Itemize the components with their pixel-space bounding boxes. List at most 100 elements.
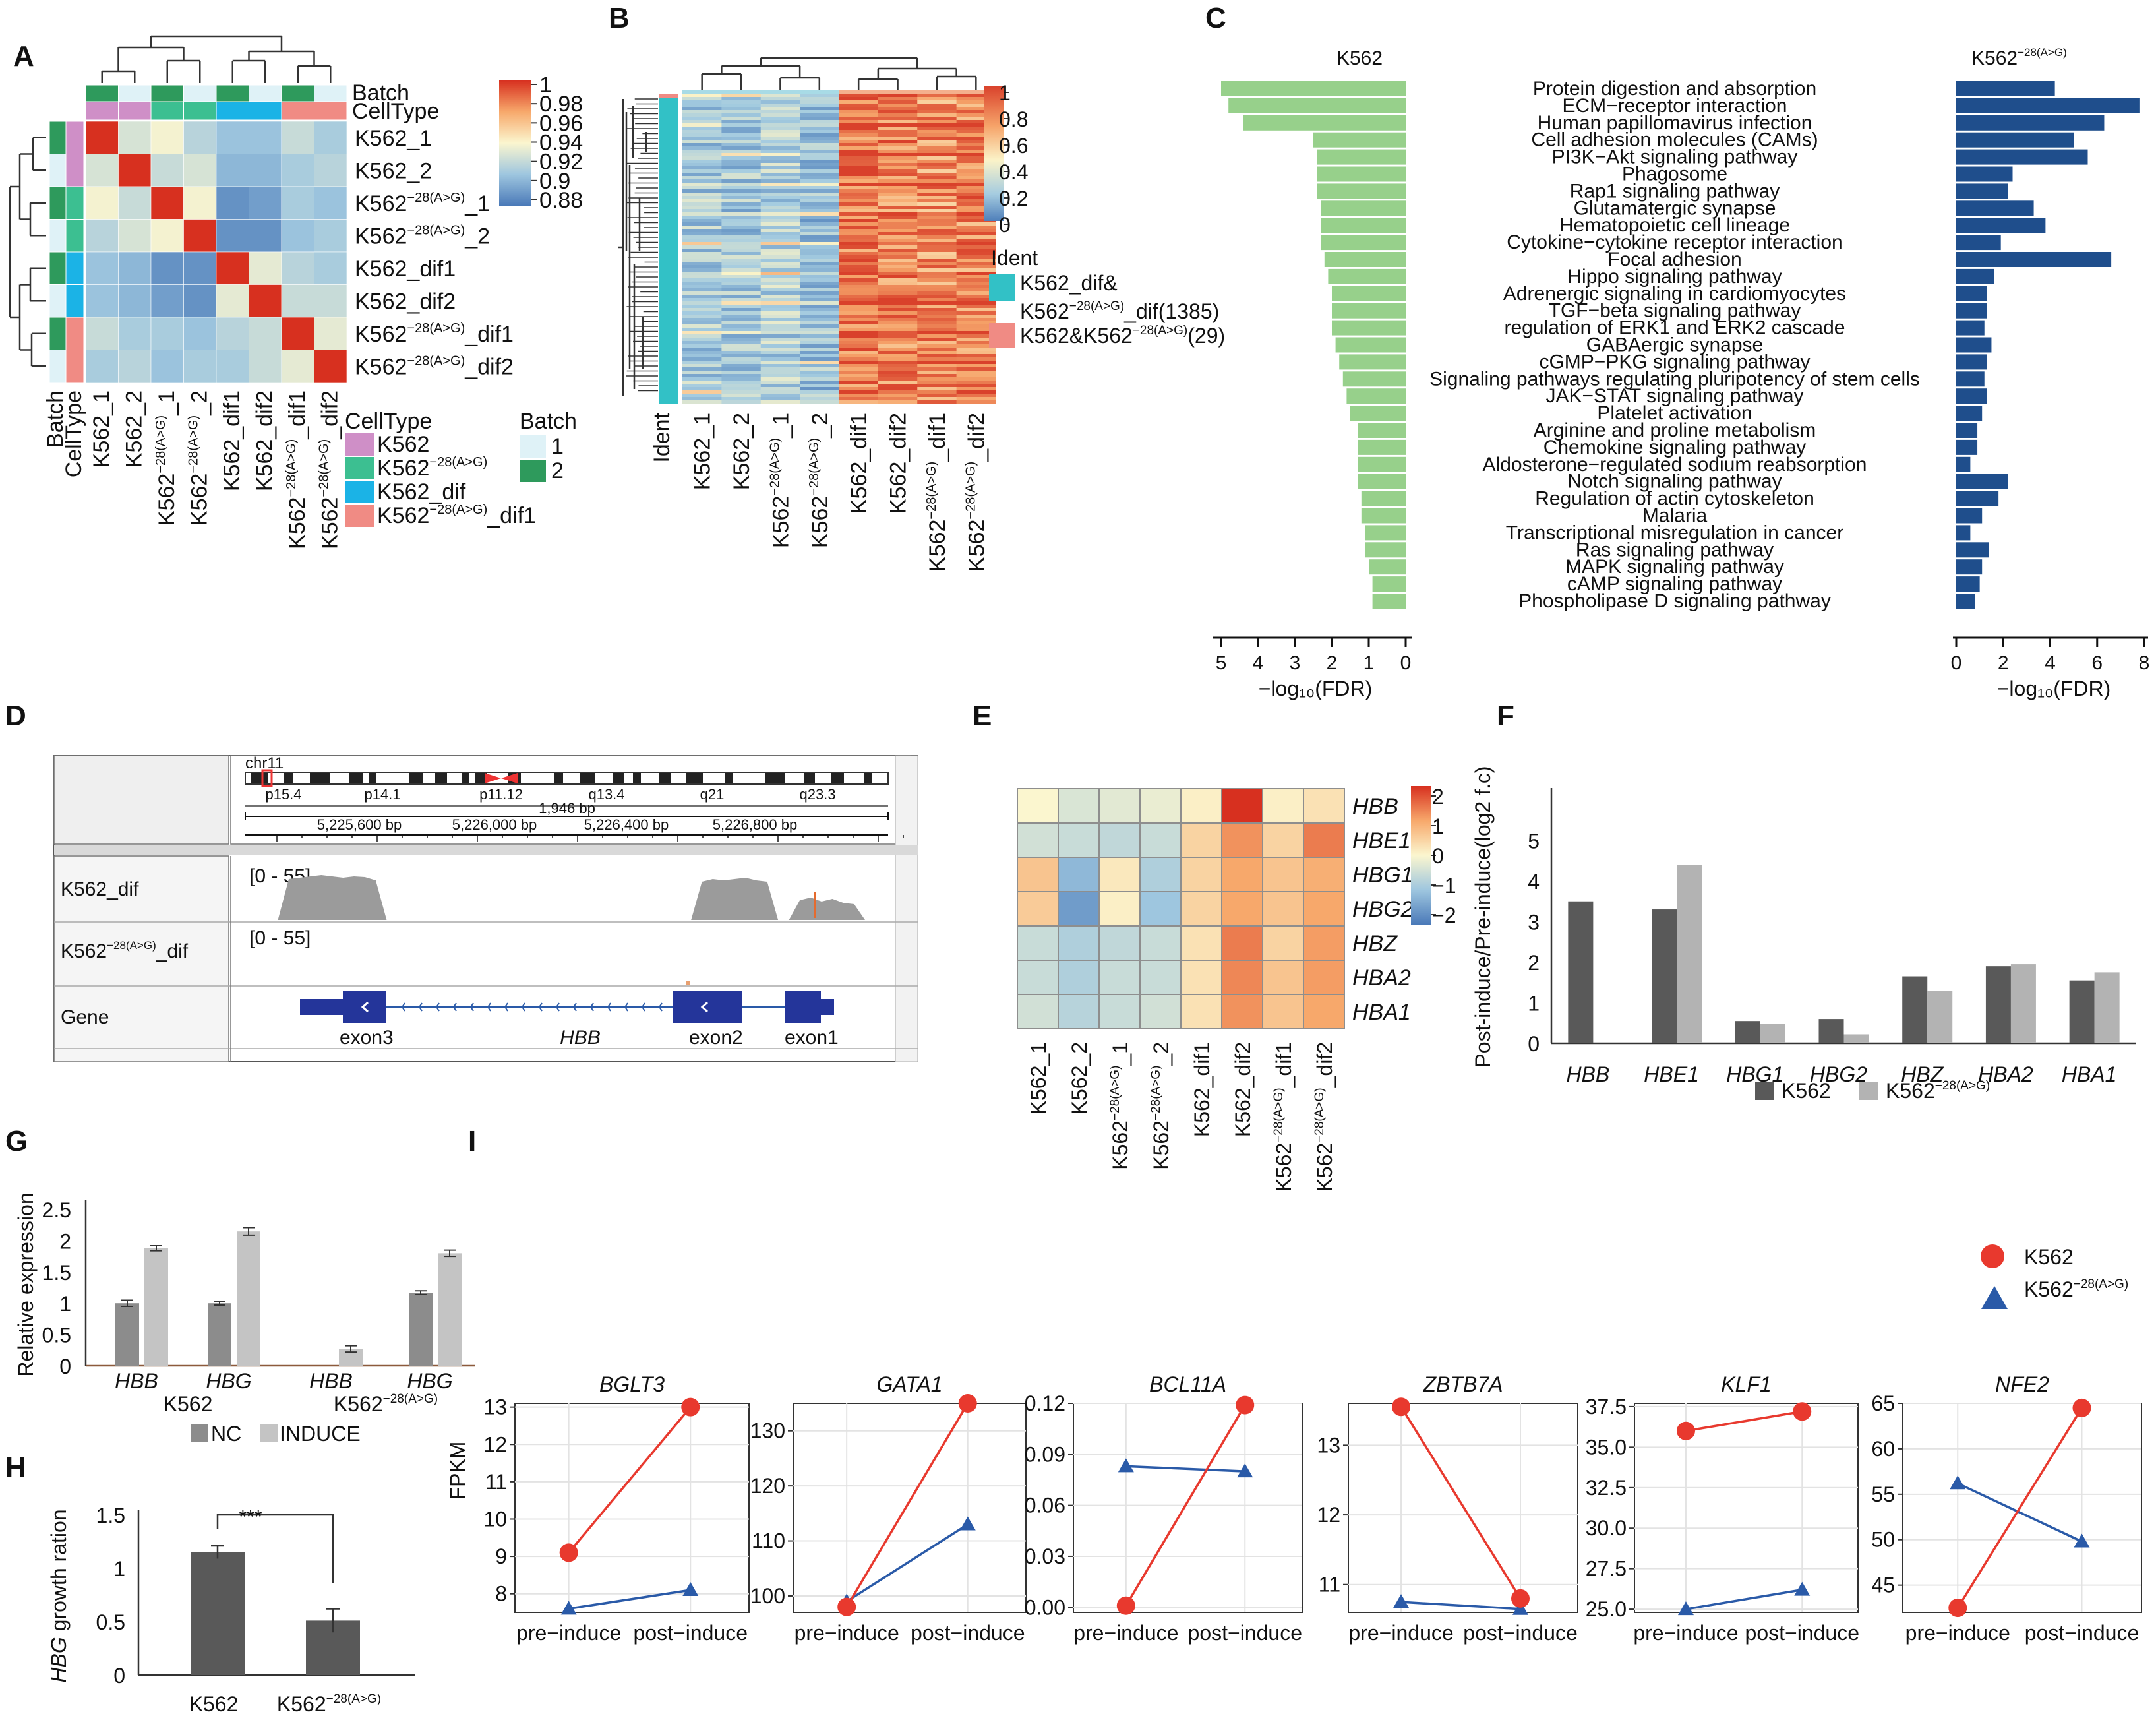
heatmap-cell bbox=[1262, 822, 1304, 858]
heatmap-cell bbox=[956, 140, 996, 144]
heatmap-cell bbox=[839, 255, 879, 259]
bar-k562 bbox=[1328, 268, 1406, 284]
heatmap-cell bbox=[721, 143, 762, 147]
batch-annotation-cell bbox=[49, 186, 67, 220]
heatmap-cell bbox=[917, 150, 957, 154]
heatmap-cell bbox=[839, 282, 879, 286]
heatmap-cell bbox=[800, 150, 840, 154]
y-tick-label: 0 bbox=[59, 1355, 71, 1378]
heatmap-cell bbox=[800, 384, 840, 388]
heatmap-cell bbox=[1058, 857, 1100, 892]
line-mutant bbox=[1125, 1465, 1245, 1473]
heatmap-cell bbox=[839, 318, 879, 322]
heatmap-cell bbox=[760, 153, 800, 157]
annotation-label-batch-bottom: Batch bbox=[43, 390, 68, 448]
correlation-cell bbox=[216, 121, 249, 154]
heatmap-cell bbox=[917, 268, 957, 272]
column-label: K562_2 bbox=[729, 413, 754, 490]
strand-arrow bbox=[538, 1002, 543, 1012]
heatmap-cell bbox=[878, 288, 918, 292]
ideogram-band bbox=[462, 773, 469, 783]
y-tick-label: 35.0 bbox=[1586, 1435, 1627, 1459]
bar-k562-mutant bbox=[1956, 218, 2046, 233]
strand-arrow bbox=[504, 1002, 508, 1012]
bar-k562 bbox=[1324, 252, 1406, 267]
column-label: K562_dif1 bbox=[220, 390, 245, 491]
column-label: K562−28(A>G)_dif2 bbox=[316, 390, 342, 549]
heatmap-cell bbox=[721, 196, 762, 200]
line-k562 bbox=[568, 1406, 692, 1554]
heatmap-cell bbox=[917, 143, 957, 147]
correlation-cell bbox=[216, 154, 249, 187]
bar-k562-mutant bbox=[1956, 508, 1983, 524]
heatmap-cell bbox=[956, 209, 996, 213]
heatmap-cell bbox=[800, 235, 840, 239]
heatmap-cell bbox=[1098, 960, 1141, 995]
heatmap-cell bbox=[839, 166, 879, 170]
heatmap-cell bbox=[682, 311, 722, 315]
bar-k562-mutant bbox=[1956, 559, 1983, 575]
heatmap-cell bbox=[721, 328, 762, 332]
heatmap-cell bbox=[878, 206, 918, 210]
heatmap-cell bbox=[878, 156, 918, 160]
heatmap-cell bbox=[721, 206, 762, 210]
heatmap-cell bbox=[721, 117, 762, 121]
heatmap-cell bbox=[839, 222, 879, 226]
heatmap-cell bbox=[1098, 857, 1141, 892]
heatmap-cell bbox=[721, 390, 762, 394]
heatmap-cell bbox=[917, 351, 957, 355]
heatmap-cell bbox=[682, 351, 722, 355]
heatmap-cell bbox=[956, 239, 996, 243]
heatmap-cell bbox=[800, 146, 840, 150]
heatmap-cell bbox=[682, 354, 722, 358]
heatmap-cell bbox=[800, 137, 840, 140]
heatmap-cell bbox=[800, 305, 840, 309]
heatmap-cell bbox=[682, 321, 722, 325]
x-tick-label: 2 bbox=[1998, 652, 2009, 674]
heatmap-cell bbox=[839, 113, 879, 117]
bar-k562 bbox=[1358, 423, 1406, 438]
bar-k562 bbox=[1317, 149, 1406, 165]
heatmap-cell bbox=[760, 298, 800, 302]
heatmap-cell bbox=[917, 278, 957, 282]
heatmap-cell bbox=[1139, 925, 1182, 961]
heatmap-cell bbox=[956, 341, 996, 345]
heatmap-cell bbox=[917, 285, 957, 289]
bar-k562-mutant bbox=[1956, 474, 2008, 489]
heatmap-cell bbox=[721, 252, 762, 256]
heatmap-cell bbox=[1139, 960, 1182, 995]
heatmap-cell bbox=[721, 308, 762, 312]
celltype-annotation-cell bbox=[65, 251, 84, 285]
heatmap-cell bbox=[956, 137, 996, 140]
heatmap-cell bbox=[878, 338, 918, 342]
bar-k562-mutant bbox=[1956, 371, 1985, 387]
heatmap-cell bbox=[839, 348, 879, 352]
heatmap-cell bbox=[682, 305, 722, 309]
heatmap-cell bbox=[878, 222, 918, 226]
bar-k562 bbox=[1228, 98, 1406, 113]
heatmap-cell bbox=[800, 252, 840, 256]
heatmap-cell bbox=[682, 291, 722, 295]
exon-label: exon3 bbox=[340, 1027, 394, 1049]
heatmap-cell bbox=[682, 301, 722, 305]
heatmap-cell bbox=[956, 110, 996, 114]
heatmap-cell bbox=[682, 104, 722, 107]
legend-label: INDUCE bbox=[280, 1422, 361, 1446]
heatmap-cell bbox=[682, 245, 722, 249]
annotation-label-batch: Batch bbox=[352, 80, 409, 106]
heatmap-cell bbox=[800, 196, 840, 200]
x-tick-label: K562−28(A>G) bbox=[277, 1692, 381, 1714]
heatmap-cell bbox=[721, 341, 762, 345]
heatmap-cell bbox=[917, 104, 957, 107]
column-label: K562_1 bbox=[690, 413, 715, 490]
heatmap-cell bbox=[917, 130, 957, 134]
heatmap-cell bbox=[917, 387, 957, 391]
correlation-cell bbox=[216, 350, 249, 383]
heatmap-cell bbox=[760, 301, 800, 305]
heatmap-cell bbox=[760, 150, 800, 154]
heatmap-cell bbox=[917, 123, 957, 127]
heatmap-cell bbox=[760, 272, 800, 276]
heatmap-cell bbox=[878, 334, 918, 338]
heatmap-cell bbox=[839, 291, 879, 295]
x-tick-label: K562 bbox=[189, 1692, 239, 1714]
